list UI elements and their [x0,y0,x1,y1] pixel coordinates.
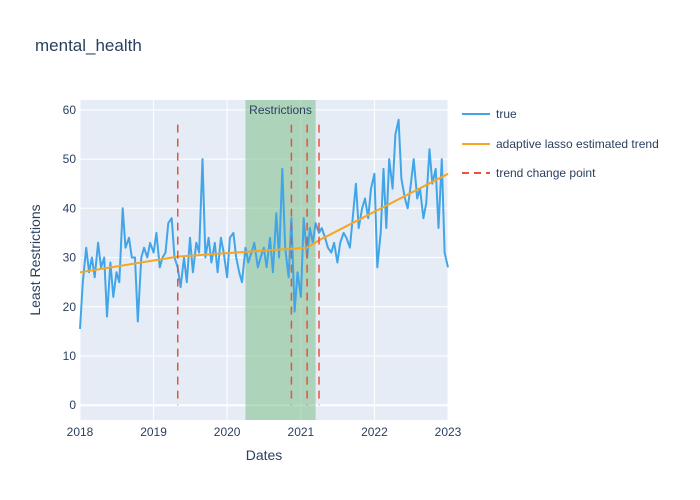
y-tick-label: 20 [63,300,77,314]
y-tick-label: 50 [63,152,77,166]
legend[interactable]: true adaptive lasso estimated trend tren… [462,107,659,180]
legend-label-change-point: trend change point [496,166,596,180]
y-axis-ticks: 0 10 20 30 40 50 60 [63,103,77,412]
x-tick-label: 2020 [214,425,241,439]
y-tick-label: 40 [63,201,77,215]
x-tick-label: 2023 [435,425,462,439]
y-tick-label: 30 [63,251,77,265]
series-line-trend [79,172,449,274]
legend-label-true: true [496,107,517,121]
x-tick-label: 2022 [361,425,388,439]
series-line-true [79,118,449,329]
x-tick-label: 2021 [288,425,315,439]
series-layer [79,118,449,329]
x-axis-ticks: 2018 2019 2020 2021 2022 2023 [67,425,462,439]
y-tick-label: 10 [63,349,77,363]
x-axis-label: Dates [246,447,283,463]
y-tick-label: 0 [69,398,76,412]
x-tick-label: 2019 [140,425,167,439]
y-tick-label: 60 [63,103,77,117]
legend-label-trend: adaptive lasso estimated trend [496,137,659,151]
chart-title: mental_health [35,36,142,55]
change-point-lines [176,124,320,406]
y-axis-label: Least Restrictions [27,204,43,315]
restrictions-label: Restrictions [249,103,312,117]
x-tick-label: 2018 [67,425,94,439]
